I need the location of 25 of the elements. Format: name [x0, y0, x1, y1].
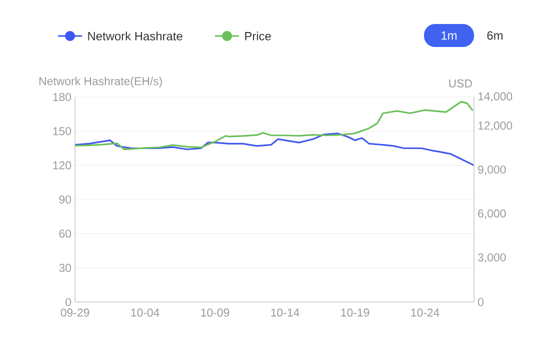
text: 6m	[487, 31, 503, 40]
y-tick-label: 180	[53, 92, 72, 102]
x-tick-label: 10-09	[201, 308, 230, 317]
y-tick-label: 150	[53, 127, 72, 136]
y-tick-label: 120	[53, 161, 72, 170]
y2-axis-title: USD	[449, 79, 472, 88]
y2-tick-label: 0	[478, 298, 484, 306]
x-tick-label: 10-24	[411, 308, 440, 317]
x-tick-label: 10-19	[341, 308, 370, 317]
x-tick-label: 10-14	[271, 308, 300, 317]
x-tick-label: 10-04	[131, 308, 160, 317]
legend-label: Price	[245, 32, 271, 40]
y-tick-label: 30	[59, 264, 72, 272]
y-tick-label: 60	[59, 230, 72, 238]
y-axis-title: Network Hashrate(EH/s)	[39, 76, 162, 88]
y2-tick-label: 14,000	[478, 92, 512, 102]
legend-label: Network Hashrate	[88, 32, 182, 40]
x-tick-label: 09-29	[60, 308, 90, 317]
y2-tick-label: 3,000	[478, 253, 506, 263]
y2-tick-label: 6,000	[478, 209, 506, 219]
y-tick-label: 90	[59, 195, 72, 204]
y2-tick-label: 12,000	[478, 122, 512, 132]
y2-tick-label: 9,000	[478, 165, 506, 175]
text: 1m	[442, 31, 457, 40]
y-tick-label: 0	[66, 298, 72, 306]
